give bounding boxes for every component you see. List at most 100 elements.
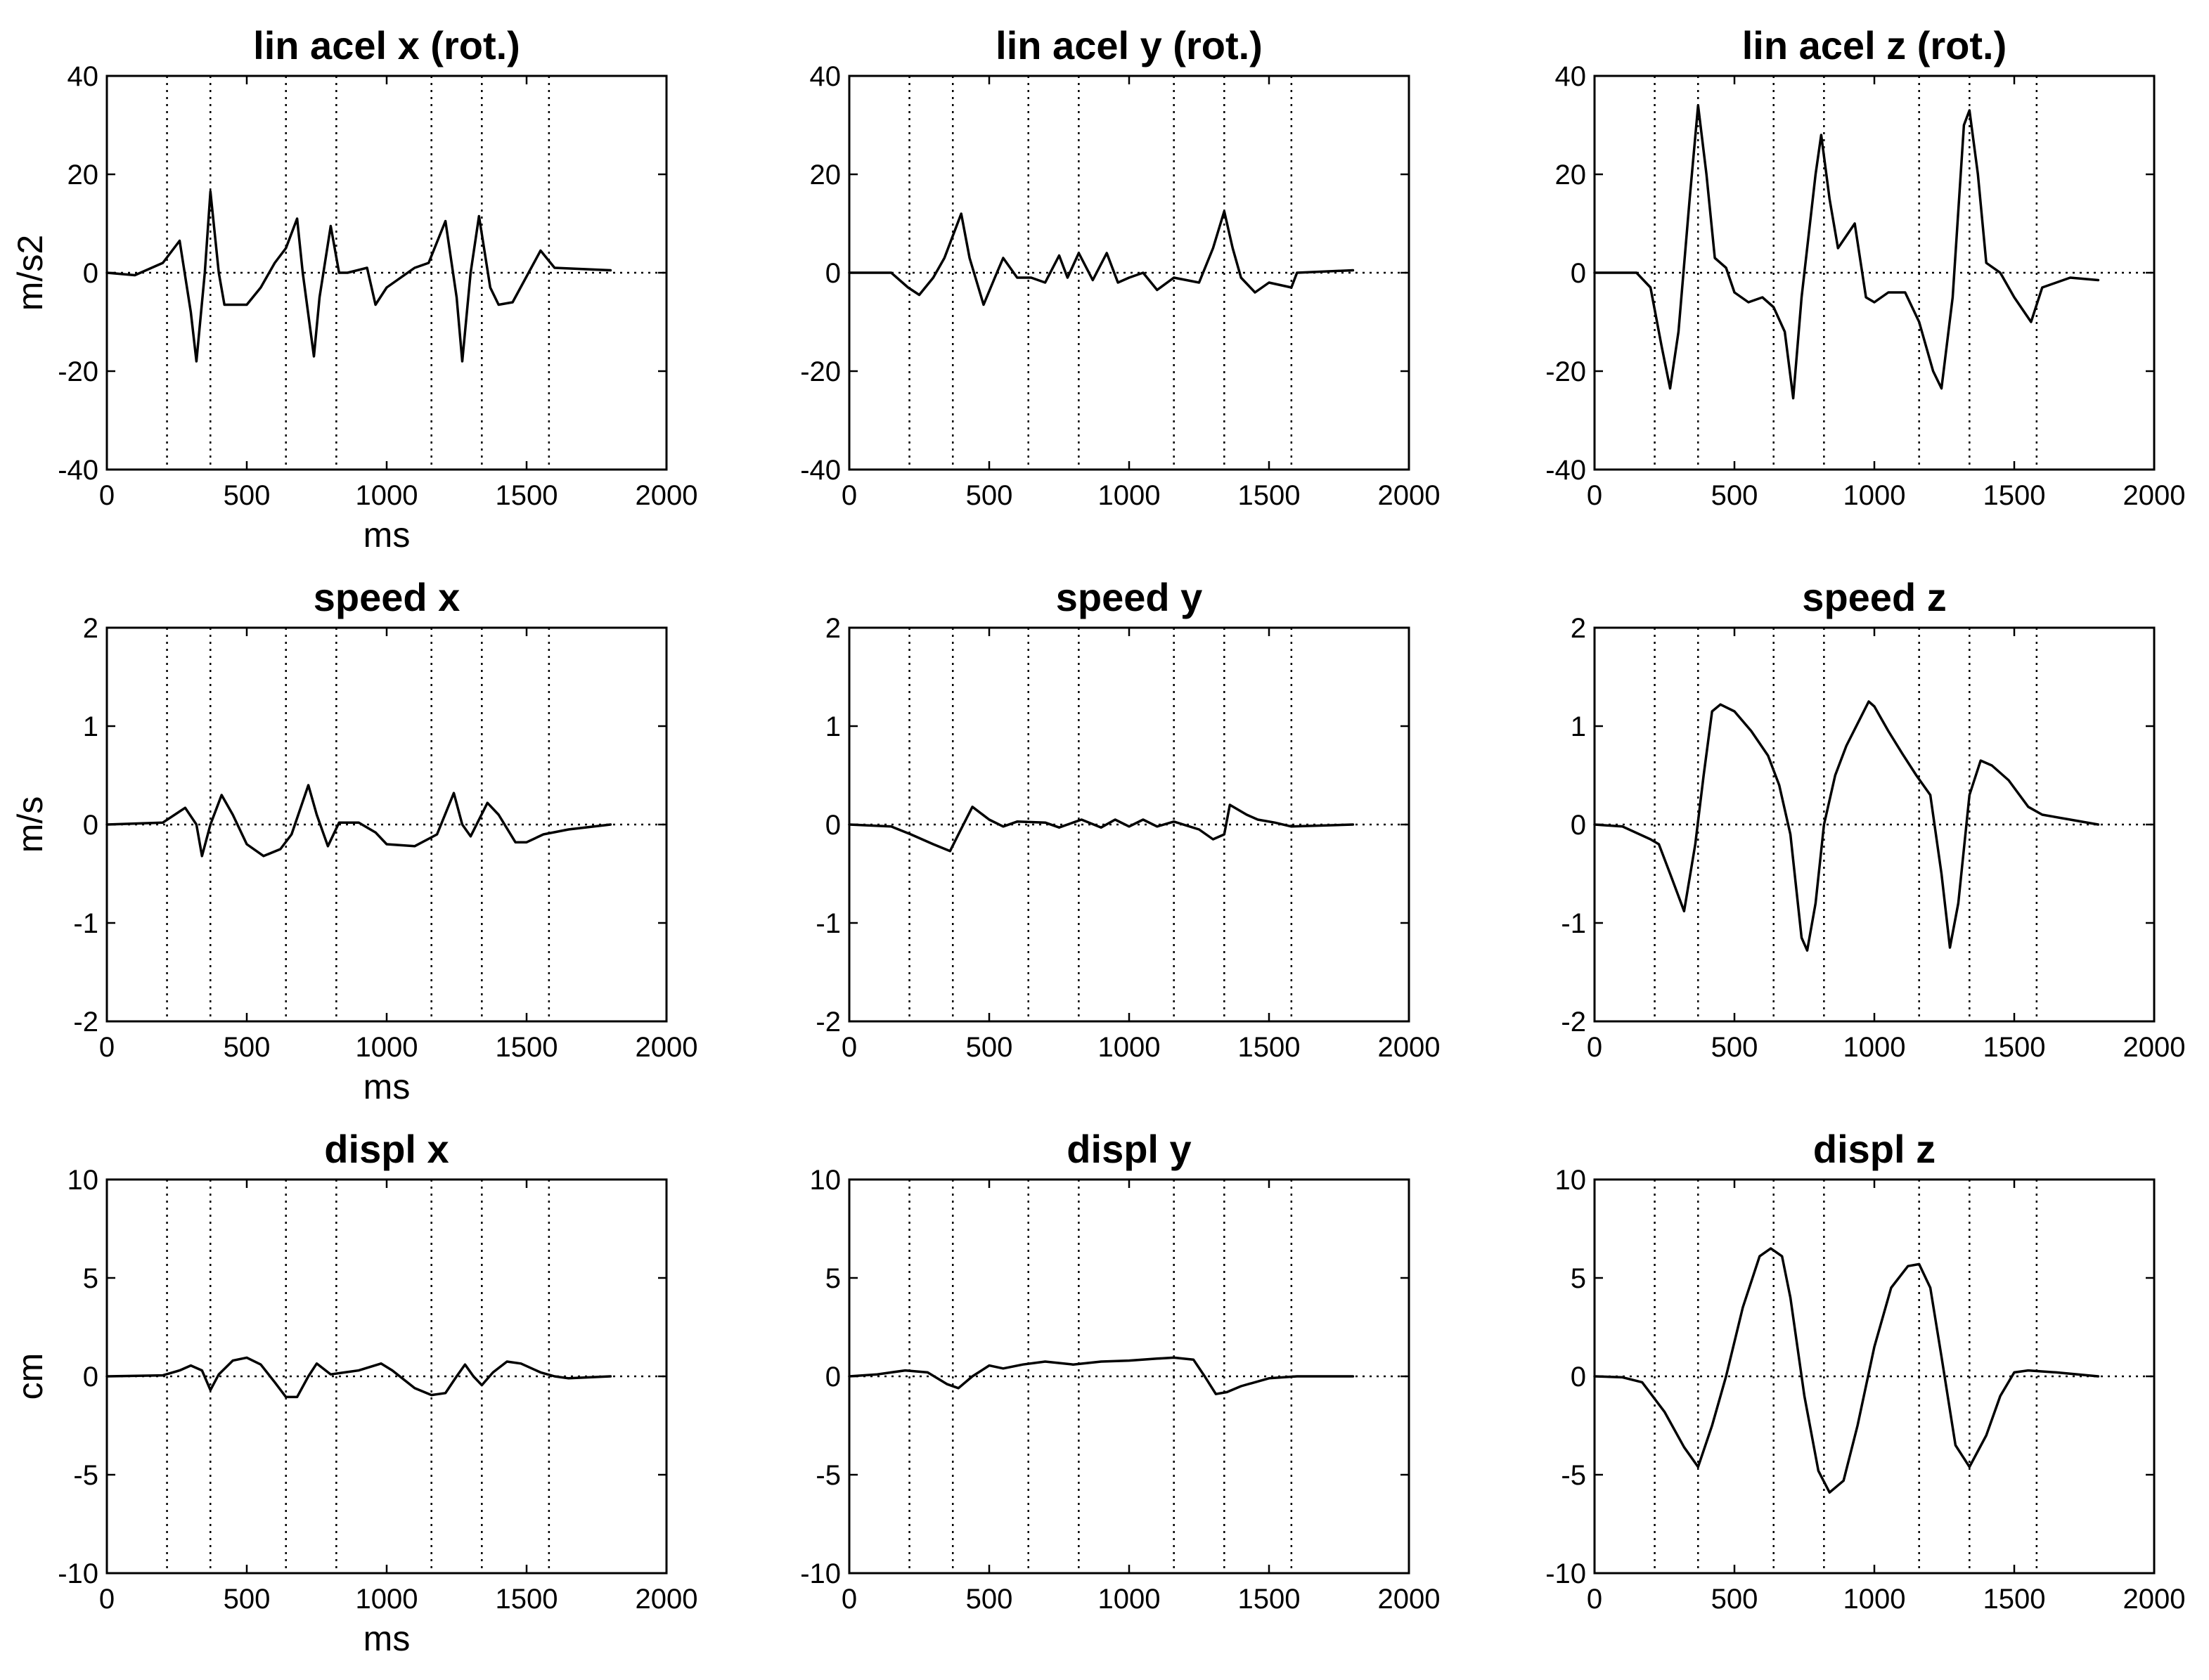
y-tick-label: 0 — [825, 810, 841, 841]
y-tick-label: 10 — [1555, 1165, 1587, 1196]
y-tick-label: 0 — [1571, 810, 1586, 841]
plot-frame — [1593, 75, 2156, 471]
y-tick-label: 0 — [83, 258, 98, 289]
y-tick-label: -10 — [58, 1558, 98, 1589]
x-axis-label: ms — [363, 515, 411, 555]
subplot-title: lin acel z (rot.) — [1742, 23, 2007, 67]
y-tick-label: 20 — [67, 160, 99, 190]
y-tick-label: 5 — [1571, 1263, 1586, 1294]
x-tick-label: 0 — [1587, 480, 1602, 511]
y-tick-label: -10 — [1545, 1558, 1586, 1589]
y-tick-label: 40 — [810, 61, 842, 92]
x-tick-label: 2000 — [1378, 480, 1441, 511]
y-tick-label: 0 — [1571, 1362, 1586, 1393]
data-series-line — [848, 1356, 1355, 1395]
y-tick-label: 0 — [825, 1362, 841, 1393]
y-tick-label: 5 — [83, 1263, 98, 1294]
subplot-title: lin acel y (rot.) — [996, 23, 1263, 67]
subplot-displ-y: displ y 0 500 1000 1500 2000 -10 -5 0 5 10 — [800, 1127, 1440, 1615]
x-tick-label: 1000 — [1843, 480, 1906, 511]
x-tick-label: 0 — [99, 1032, 115, 1063]
y-tick-label: 20 — [1555, 160, 1587, 190]
subplot-speed-z: speed z 0 500 1000 1500 2000 -2 -1 0 1 2 — [1561, 575, 2185, 1063]
x-tick-label: 1000 — [1098, 1584, 1161, 1615]
plot-frame — [105, 1178, 668, 1575]
subplot-acc-y: lin acel y (rot.) 0 500 1000 1500 2000 -40 -20 0… — [800, 23, 1440, 511]
plot-frame — [848, 626, 1410, 1023]
x-tick-label: 0 — [842, 1032, 857, 1063]
x-tick-label: 2000 — [2123, 480, 2186, 511]
subplot-displ-x: displ x 0 500 1000 1500 2000 -10 -5 0 5 10 ms cm — [11, 1127, 697, 1658]
y-tick-label: 5 — [825, 1263, 841, 1294]
x-tick-label: 1500 — [496, 1032, 558, 1063]
x-tick-label: 0 — [1587, 1032, 1602, 1063]
x-tick-label: 500 — [966, 1032, 1013, 1063]
y-tick-label: 2 — [825, 613, 841, 644]
data-series-line — [1593, 104, 2100, 400]
x-tick-label: 1500 — [1238, 1032, 1301, 1063]
y-tick-label: -20 — [1545, 356, 1586, 387]
y-tick-label: 2 — [83, 613, 98, 644]
y-tick-label: -1 — [816, 908, 841, 939]
subplot-title: speed y — [1056, 575, 1203, 619]
x-tick-label: 500 — [224, 1032, 271, 1063]
plot-frame — [848, 75, 1410, 471]
x-tick-label: 1000 — [356, 1584, 418, 1615]
y-tick-label: 10 — [67, 1165, 99, 1196]
plot-frame — [848, 1178, 1410, 1575]
x-tick-label: 1500 — [496, 480, 558, 511]
y-tick-label: 0 — [83, 810, 98, 841]
x-tick-label: 500 — [1711, 1032, 1758, 1063]
x-axis-label: ms — [363, 1619, 411, 1658]
x-tick-label: 1000 — [1098, 480, 1161, 511]
y-tick-label: 0 — [83, 1362, 98, 1393]
y-tick-label: -10 — [800, 1558, 841, 1589]
y-axis-label: m/s2 — [11, 235, 50, 311]
y-tick-label: -40 — [58, 455, 98, 486]
x-tick-label: 500 — [224, 1584, 271, 1615]
y-tick-label: 1 — [1571, 711, 1586, 742]
data-series-line — [848, 209, 1355, 306]
y-tick-label: -2 — [816, 1007, 841, 1038]
x-tick-label: 2000 — [1378, 1584, 1441, 1615]
y-tick-label: -5 — [1561, 1460, 1586, 1491]
y-tick-label: -5 — [816, 1460, 841, 1491]
x-tick-label: 2000 — [636, 1584, 698, 1615]
subplot-acc-x: lin acel x (rot.) 0 500 1000 1500 2000 -40 -20 0… — [11, 23, 697, 555]
y-tick-label: -2 — [73, 1007, 98, 1038]
data-series-line — [1593, 700, 2100, 952]
subplot-displ-z: displ z 0 500 1000 1500 2000 -10 -5 0 5 10 — [1545, 1127, 2185, 1615]
x-tick-label: 1500 — [496, 1584, 558, 1615]
x-tick-label: 1000 — [1098, 1032, 1161, 1063]
x-tick-label: 2000 — [1378, 1032, 1441, 1063]
x-tick-label: 500 — [966, 480, 1013, 511]
y-tick-label: 40 — [1555, 61, 1587, 92]
x-tick-label: 2000 — [636, 480, 698, 511]
data-series-line — [848, 803, 1355, 853]
x-axis-label: ms — [363, 1067, 411, 1106]
x-tick-label: 500 — [1711, 1584, 1758, 1615]
y-tick-label: 1 — [825, 711, 841, 742]
x-tick-label: 1000 — [1843, 1032, 1906, 1063]
x-tick-label: 0 — [99, 480, 115, 511]
plot-frame — [1593, 626, 2156, 1023]
subplot-title: speed z — [1802, 575, 1946, 619]
x-tick-label: 1500 — [1238, 480, 1301, 511]
subplot-title: displ x — [324, 1127, 449, 1171]
x-tick-label: 1500 — [1983, 1032, 2046, 1063]
data-series-line — [105, 784, 612, 858]
y-tick-label: 40 — [67, 61, 99, 92]
data-series-line — [1593, 1247, 2100, 1494]
subplot-speed-y: speed y 0 500 1000 1500 2000 -2 -1 0 1 2 — [816, 575, 1440, 1063]
y-tick-label: 20 — [810, 160, 842, 190]
y-tick-label: 2 — [1571, 613, 1586, 644]
x-tick-label: 1000 — [1843, 1584, 1906, 1615]
x-tick-label: 2000 — [636, 1032, 698, 1063]
x-tick-label: 2000 — [2123, 1584, 2186, 1615]
subplot-acc-z: lin acel z (rot.) 0 500 1000 1500 2000 -40 -20 0… — [1545, 23, 2185, 511]
y-tick-label: -2 — [1561, 1007, 1586, 1038]
data-series-line — [105, 190, 612, 363]
x-tick-label: 1000 — [356, 480, 418, 511]
x-tick-label: 500 — [966, 1584, 1013, 1615]
